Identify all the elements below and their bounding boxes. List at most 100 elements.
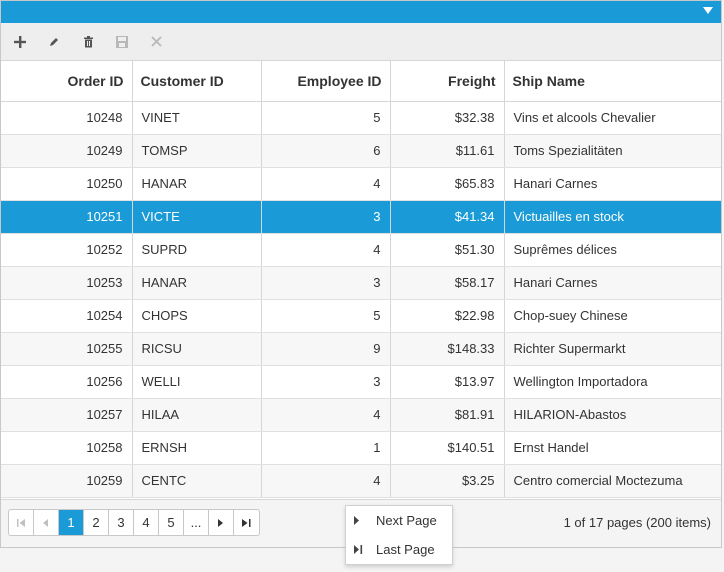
- cell-employee-id[interactable]: 6: [261, 134, 391, 168]
- cell-customer-id[interactable]: HANAR: [132, 266, 262, 300]
- menu-item-next-page[interactable]: Next Page: [346, 506, 452, 535]
- cell-freight[interactable]: $13.97: [390, 365, 505, 399]
- cell-ship-name[interactable]: Centro comercial Moctezuma: [504, 464, 721, 498]
- cell-customer-id[interactable]: VINET: [132, 101, 262, 135]
- cell-freight[interactable]: $11.61: [390, 134, 505, 168]
- cell-ship-name[interactable]: Victuailles en stock: [504, 200, 721, 234]
- cell-order-id[interactable]: 10250: [1, 167, 133, 201]
- page-button-more[interactable]: ...: [184, 510, 209, 535]
- column-header-order-id[interactable]: Order ID: [1, 61, 133, 102]
- cell-employee-id[interactable]: 4: [261, 167, 391, 201]
- cell-employee-id[interactable]: 1: [261, 431, 391, 465]
- table-row[interactable]: 10248 VINET 5 $32.38 Vins et alcools Chevali…: [1, 101, 721, 135]
- close-icon[interactable]: [145, 31, 167, 53]
- cell-customer-id[interactable]: HANAR: [132, 167, 262, 201]
- last-page-icon[interactable]: [234, 510, 259, 535]
- cell-employee-id[interactable]: 3: [261, 200, 391, 234]
- cell-freight[interactable]: $65.83: [390, 167, 505, 201]
- dropdown-caret-icon[interactable]: [703, 7, 713, 14]
- cell-ship-name[interactable]: Hanari Carnes: [504, 167, 721, 201]
- table-row[interactable]: 10249 TOMSP 6 $11.61 Toms Spezialitäten: [1, 134, 721, 168]
- cell-freight[interactable]: $51.30: [390, 233, 505, 267]
- cell-freight[interactable]: $32.38: [390, 101, 505, 135]
- cell-ship-name[interactable]: Hanari Carnes: [504, 266, 721, 300]
- page-button-5[interactable]: 5: [159, 510, 184, 535]
- cell-order-id[interactable]: 10259: [1, 464, 133, 498]
- cell-order-id[interactable]: 10252: [1, 233, 133, 267]
- cell-employee-id[interactable]: 5: [261, 299, 391, 333]
- cell-order-id[interactable]: 10248: [1, 101, 133, 135]
- cell-ship-name[interactable]: Suprêmes délices: [504, 233, 721, 267]
- cell-ship-name[interactable]: Toms Spezialitäten: [504, 134, 721, 168]
- table-row[interactable]: 10253 HANAR 3 $58.17 Hanari Carnes: [1, 266, 721, 300]
- cell-customer-id[interactable]: WELLI: [132, 365, 262, 399]
- table-row[interactable]: 10259 CENTC 4 $3.25 Centro comercial Moctezu…: [1, 464, 721, 498]
- cell-employee-id[interactable]: 3: [261, 266, 391, 300]
- cell-order-id[interactable]: 10254: [1, 299, 133, 333]
- cell-employee-id[interactable]: 4: [261, 464, 391, 498]
- cell-customer-id[interactable]: VICTE: [132, 200, 262, 234]
- cell-order-id[interactable]: 10249: [1, 134, 133, 168]
- cell-freight[interactable]: $3.25: [390, 464, 505, 498]
- column-header-freight[interactable]: Freight: [390, 61, 505, 102]
- cell-ship-name[interactable]: Richter Supermarkt: [504, 332, 721, 366]
- menu-item-last-page[interactable]: Last Page: [346, 535, 452, 564]
- table-row[interactable]: 10254 CHOPS 5 $22.98 Chop-suey Chinese: [1, 299, 721, 333]
- page-button-1[interactable]: 1: [59, 510, 84, 535]
- cell-ship-name[interactable]: HILARION-Abastos: [504, 398, 721, 432]
- table-row[interactable]: 10255 RICSU 9 $148.33 Richter Supermarkt: [1, 332, 721, 366]
- cell-order-id[interactable]: 10253: [1, 266, 133, 300]
- cell-employee-id[interactable]: 3: [261, 365, 391, 399]
- cell-customer-id[interactable]: CENTC: [132, 464, 262, 498]
- cell-customer-id[interactable]: HILAA: [132, 398, 262, 432]
- menu-item-label: Next Page: [376, 513, 437, 528]
- cell-customer-id[interactable]: TOMSP: [132, 134, 262, 168]
- column-header-customer-id[interactable]: Customer ID: [132, 61, 262, 102]
- table-row[interactable]: 10258 ERNSH 1 $140.51 Ernst Handel: [1, 431, 721, 465]
- page-button-3[interactable]: 3: [109, 510, 134, 535]
- cell-order-id[interactable]: 10255: [1, 332, 133, 366]
- cell-order-id[interactable]: 10256: [1, 365, 133, 399]
- cell-customer-id[interactable]: RICSU: [132, 332, 262, 366]
- prev-page-icon[interactable]: [34, 510, 59, 535]
- cell-employee-id[interactable]: 4: [261, 233, 391, 267]
- cell-freight[interactable]: $58.17: [390, 266, 505, 300]
- save-icon[interactable]: [111, 31, 133, 53]
- menu-item-label: Last Page: [376, 542, 435, 557]
- cell-employee-id[interactable]: 4: [261, 398, 391, 432]
- column-header-employee-id[interactable]: Employee ID: [261, 61, 391, 102]
- table-row[interactable]: 10252 SUPRD 4 $51.30 Suprêmes délices: [1, 233, 721, 267]
- cell-ship-name[interactable]: Chop-suey Chinese: [504, 299, 721, 333]
- next-page-icon[interactable]: [209, 510, 234, 535]
- cell-ship-name[interactable]: Wellington Importadora: [504, 365, 721, 399]
- column-header-ship-name[interactable]: Ship Name: [504, 61, 721, 102]
- cell-freight[interactable]: $22.98: [390, 299, 505, 333]
- first-page-icon[interactable]: [9, 510, 34, 535]
- cell-freight[interactable]: $148.33: [390, 332, 505, 366]
- trash-icon[interactable]: [77, 31, 99, 53]
- cell-order-id[interactable]: 10251: [1, 200, 133, 234]
- cell-freight[interactable]: $140.51: [390, 431, 505, 465]
- cell-freight[interactable]: $41.34: [390, 200, 505, 234]
- cell-ship-name[interactable]: Vins et alcools Chevalier: [504, 101, 721, 135]
- pager-tooltip-menu: Next Page Last Page: [345, 505, 453, 565]
- cell-customer-id[interactable]: ERNSH: [132, 431, 262, 465]
- last-page-icon: [354, 545, 368, 554]
- cell-order-id[interactable]: 10257: [1, 398, 133, 432]
- table-row[interactable]: 10250 HANAR 4 $65.83 Hanari Carnes: [1, 167, 721, 201]
- cell-freight[interactable]: $81.91: [390, 398, 505, 432]
- table-row[interactable]: 10256 WELLI 3 $13.97 Wellington Importadora: [1, 365, 721, 399]
- pencil-icon[interactable]: [43, 31, 65, 53]
- table-row[interactable]: 10257 HILAA 4 $81.91 HILARION-Abastos: [1, 398, 721, 432]
- cell-ship-name[interactable]: Ernst Handel: [504, 431, 721, 465]
- cell-employee-id[interactable]: 9: [261, 332, 391, 366]
- cell-order-id[interactable]: 10258: [1, 431, 133, 465]
- page-button-4[interactable]: 4: [134, 510, 159, 535]
- table-header-row: Order ID Customer ID Employee ID Freight…: [1, 61, 721, 102]
- cell-customer-id[interactable]: SUPRD: [132, 233, 262, 267]
- plus-icon[interactable]: [9, 31, 31, 53]
- cell-customer-id[interactable]: CHOPS: [132, 299, 262, 333]
- page-button-2[interactable]: 2: [84, 510, 109, 535]
- cell-employee-id[interactable]: 5: [261, 101, 391, 135]
- table-row[interactable]: 10251 VICTE 3 $41.34 Victuailles en stock: [1, 200, 721, 234]
